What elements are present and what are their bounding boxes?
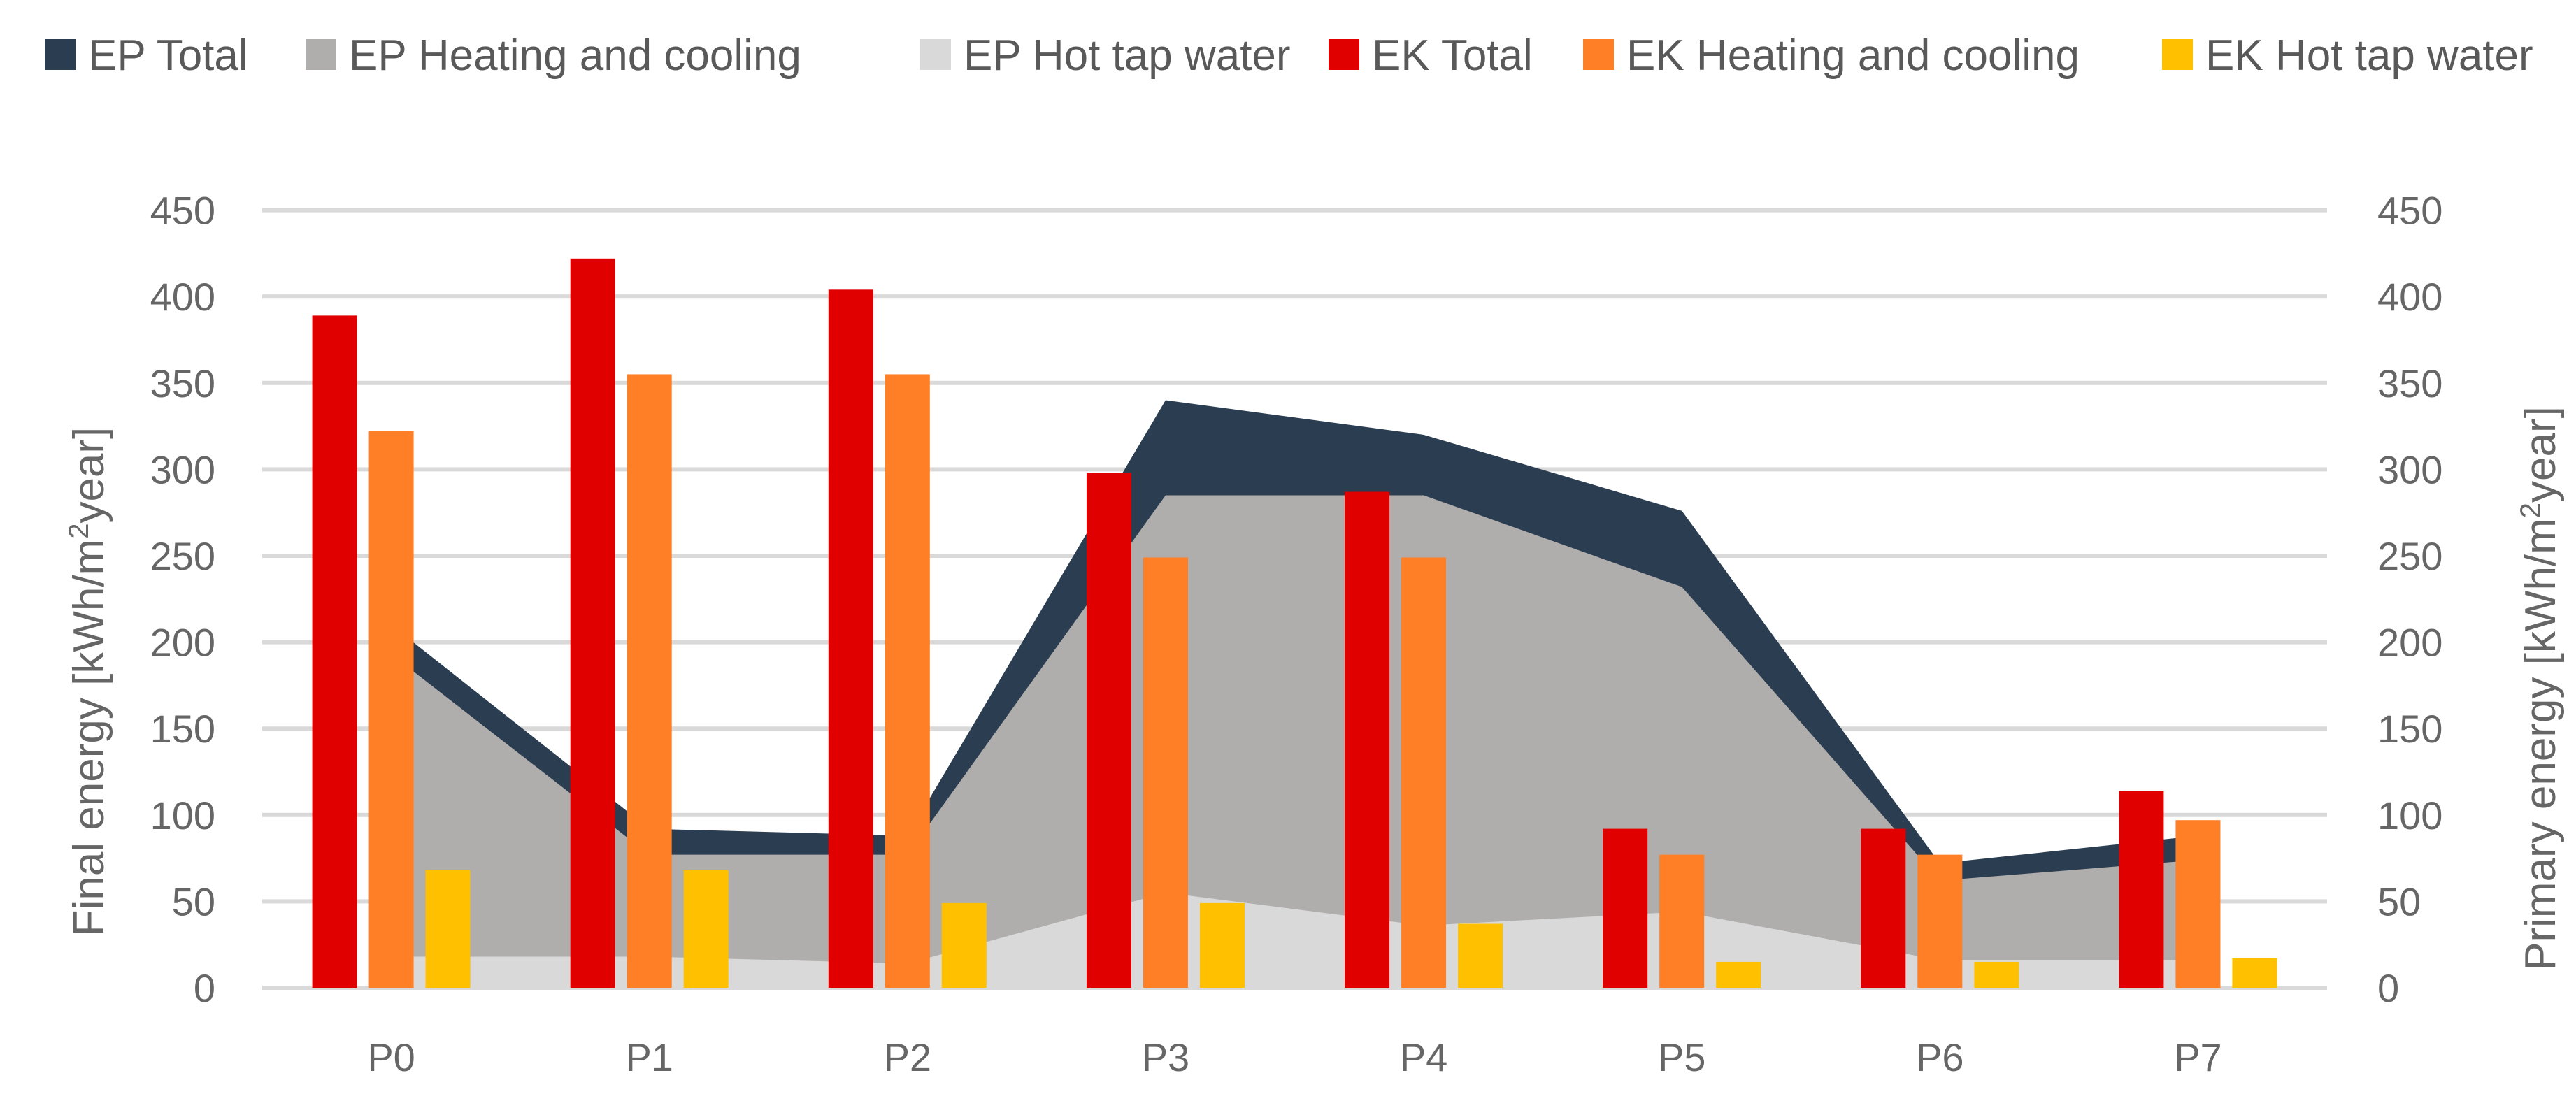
legend-item-ek-heating-and-cooling: EK Heating and cooling xyxy=(1583,31,2080,80)
y-axis-title-right: Primary energy [kWh/m2year] xyxy=(2515,406,2565,971)
bar-ek-hot-tap-water-p6 xyxy=(1974,961,2019,988)
left-axis-ticks: 0 50 100 150 200 250 300 350 400 450 xyxy=(150,189,215,1010)
y-tick-left: 50 xyxy=(172,879,215,923)
x-tick-label: P1 xyxy=(625,1035,673,1079)
bar-ek-total-p3 xyxy=(1086,473,1131,988)
bar-ek-hot-tap-water-p4 xyxy=(1458,923,1503,988)
bar-series xyxy=(312,258,2277,988)
y-tick-right: 200 xyxy=(2377,621,2442,665)
y-tick-left: 350 xyxy=(150,361,215,405)
bar-ek-hot-tap-water-p7 xyxy=(2232,958,2277,988)
y-tick-left: 100 xyxy=(150,793,215,837)
bar-ek-hot-tap-water-p2 xyxy=(941,902,987,988)
bar-ek-hot-tap-water-p1 xyxy=(683,870,729,988)
bar-ek-hot-tap-water-p0 xyxy=(425,870,471,988)
bar-ek-total-p4 xyxy=(1345,491,1390,988)
y-tick-right: 350 xyxy=(2377,361,2442,405)
legend-item-ep-hot-tap-water: EP Hot tap water xyxy=(920,31,1291,80)
legend-item-ek-total: EK Total xyxy=(1329,31,1533,80)
legend-swatch xyxy=(1583,39,1614,70)
y-tick-left: 250 xyxy=(150,534,215,578)
x-tick-label: P4 xyxy=(1400,1035,1448,1079)
legend-label: EK Total xyxy=(1372,31,1533,80)
y-tick-left: 450 xyxy=(150,189,215,233)
y-tick-left: 300 xyxy=(150,447,215,491)
y-tick-left: 0 xyxy=(194,966,215,1010)
y-tick-right: 150 xyxy=(2377,707,2442,751)
bar-ek-heating-and-cooling-p7 xyxy=(2175,820,2221,988)
bar-ek-total-p2 xyxy=(828,289,873,988)
y-tick-left: 400 xyxy=(150,275,215,319)
x-tick-label: P5 xyxy=(1658,1035,1706,1079)
legend-item-ep-heating-and-cooling: EP Heating and cooling xyxy=(306,31,801,80)
legend-swatch xyxy=(306,39,336,70)
y-tick-right: 100 xyxy=(2377,793,2442,837)
y-tick-right: 300 xyxy=(2377,447,2442,491)
bar-ek-heating-and-cooling-p6 xyxy=(1917,854,1963,988)
bar-ek-heating-and-cooling-p4 xyxy=(1401,557,1447,988)
bar-ek-total-p1 xyxy=(570,258,615,988)
y-tick-right: 50 xyxy=(2377,879,2421,923)
y-tick-left: 150 xyxy=(150,707,215,751)
category-labels: P0 P1 P2 P3 P4 P5 P6 P7 xyxy=(367,1035,2221,1079)
bar-ek-total-p6 xyxy=(1861,828,1906,988)
bar-ek-heating-and-cooling-p1 xyxy=(627,374,672,988)
legend-swatch xyxy=(45,39,76,70)
legend-label: EK Heating and cooling xyxy=(1626,31,2080,80)
bar-ek-total-p7 xyxy=(2119,791,2164,988)
bar-ek-heating-and-cooling-p2 xyxy=(885,374,930,988)
legend-label: EP Hot tap water xyxy=(964,31,1291,80)
bar-ek-heating-and-cooling-p3 xyxy=(1143,557,1188,988)
y-tick-right: 0 xyxy=(2377,966,2399,1010)
bar-ek-heating-and-cooling-p0 xyxy=(368,431,414,988)
legend-item-ek-hot-tap-water: EK Hot tap water xyxy=(2162,31,2533,80)
right-axis-ticks: 0 50 100 150 200 250 300 350 400 450 xyxy=(2377,189,2442,1010)
bar-ek-hot-tap-water-p3 xyxy=(1199,902,1245,988)
x-tick-label: P0 xyxy=(367,1035,415,1079)
x-tick-label: P6 xyxy=(1916,1035,1964,1079)
legend-label: EP Total xyxy=(88,31,248,80)
y-tick-right: 450 xyxy=(2377,189,2442,233)
y-tick-right: 250 xyxy=(2377,534,2442,578)
legend-label: EP Heating and cooling xyxy=(349,31,801,80)
bar-ek-total-p0 xyxy=(312,315,357,988)
legend-swatch xyxy=(2162,39,2193,70)
x-tick-label: P2 xyxy=(884,1035,932,1079)
y-axis-title-left: Final energy [kWh/m2year] xyxy=(64,427,113,937)
x-tick-label: P7 xyxy=(2174,1035,2222,1079)
bar-ek-total-p5 xyxy=(1603,828,1648,988)
legend-swatch xyxy=(920,39,951,70)
bar-ek-heating-and-cooling-p5 xyxy=(1659,854,1705,988)
y-tick-left: 200 xyxy=(150,621,215,665)
bar-ek-hot-tap-water-p5 xyxy=(1716,961,1761,988)
legend-label: EK Hot tap water xyxy=(2205,31,2533,80)
legend-swatch xyxy=(1329,39,1359,70)
x-tick-label: P3 xyxy=(1142,1035,1190,1079)
legend: EP Total EP Heating and cooling EP Hot tap… xyxy=(45,31,2533,80)
legend-item-ep-total: EP Total xyxy=(45,31,248,80)
y-tick-right: 400 xyxy=(2377,275,2442,319)
